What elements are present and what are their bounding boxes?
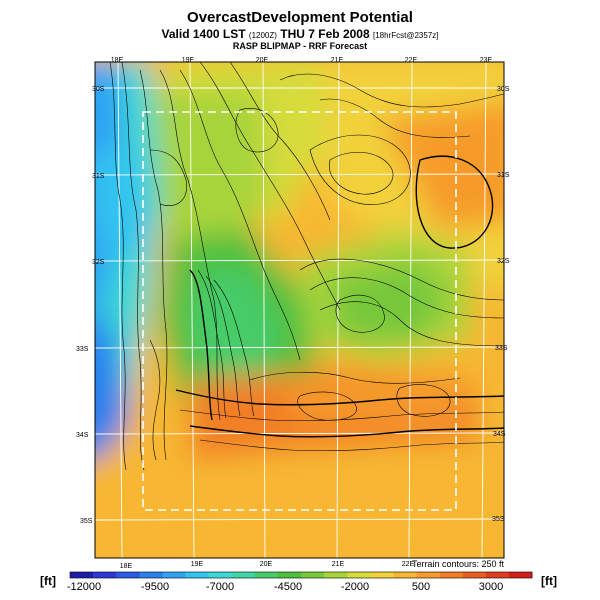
valid-time-line: Valid 1400 LST (1200Z) THU 7 Feb 2008 [1… <box>0 27 600 41</box>
left-lat-label: 34S <box>76 432 89 439</box>
colorbar-swatch <box>162 572 186 578</box>
bottom-lon-label: 22E <box>402 561 415 568</box>
colorbar-unit-right: [ft] <box>541 574 557 588</box>
colorbar-swatch <box>439 572 463 578</box>
left-lat-label: 30S <box>92 86 105 93</box>
colorbar <box>69 571 533 579</box>
colorbar-swatch <box>208 572 232 578</box>
colorbar-swatch <box>231 572 256 578</box>
valid-date: THU 7 Feb 2008 <box>280 27 370 41</box>
valid-prefix: Valid 1400 LST <box>161 27 246 41</box>
colorbar-unit-left: [ft] <box>40 574 56 588</box>
map-subtitle: RASP BLIPMAP - RRF Forecast <box>232 41 368 51</box>
top-lon-label: 19E <box>182 57 195 64</box>
map-title: OvercastDevelopment Potential <box>187 9 413 26</box>
valid-forecast: [18hrFcst@2357z] <box>372 31 439 40</box>
colorbar-swatch <box>485 572 510 578</box>
colorbar-swatch <box>139 572 163 578</box>
colorbar-swatch <box>254 572 279 578</box>
valid-code: (1200Z) <box>248 31 277 40</box>
colorbar-label: -7000 <box>206 581 234 593</box>
top-lon-label: 20E <box>256 57 269 64</box>
inner-domain-box <box>142 111 457 511</box>
left-lat-label: 32S <box>92 259 105 266</box>
right-lat-label: 32S <box>497 258 510 265</box>
colorbar-swatch <box>93 572 117 578</box>
right-lat-label: 30S <box>497 86 510 93</box>
colorbar-label: -12000 <box>67 581 101 593</box>
colorbar-swatch <box>70 572 94 578</box>
colorbar-swatch <box>347 572 371 578</box>
colorbar-swatch <box>277 572 302 578</box>
top-lon-label: 22E <box>405 57 418 64</box>
top-lon-labels: 18E 19E 20E 21E 22E 23E <box>111 57 493 64</box>
graticule <box>95 62 504 558</box>
top-lon-label: 23E <box>480 57 493 64</box>
left-lat-label: 31S <box>92 173 105 180</box>
top-lon-label: 18E <box>111 57 124 64</box>
colorbar-swatch <box>393 572 417 578</box>
colorbar-border <box>69 571 533 579</box>
bottom-lon-labels: 18E 19E 20E 21E 22E <box>120 561 415 570</box>
colorbar-swatch <box>508 572 533 578</box>
terrain-contours-note: Terrain contours: 250 ft <box>412 559 505 569</box>
right-lat-label: 33S <box>495 345 508 352</box>
right-lat-labels: 30S 31S 32S 33S 34S 35S <box>492 86 510 523</box>
colorbar-label: 3000 <box>479 581 503 593</box>
left-lat-labels: 30S 31S 32S 33S 34S 35S <box>76 86 105 525</box>
map-frame <box>94 61 505 559</box>
right-lat-label: 31S <box>497 172 510 179</box>
colorbar-swatch <box>185 572 209 578</box>
colorbar-label: -4500 <box>274 581 302 593</box>
bottom-lon-label: 21E <box>332 561 345 568</box>
colorbar-swatch <box>370 572 394 578</box>
left-lat-label: 35S <box>80 518 93 525</box>
left-lat-label: 33S <box>76 346 89 353</box>
shaded-field <box>95 62 504 558</box>
bottom-lon-label: 20E <box>260 561 273 568</box>
colorbar-swatch <box>416 572 440 578</box>
right-lat-label: 35S <box>492 516 505 523</box>
colorbar-label: -9500 <box>141 581 169 593</box>
colorbar-swatch <box>301 572 325 578</box>
colorbar-swatch <box>324 572 348 578</box>
bottom-lon-label: 19E <box>191 561 204 568</box>
colorbar-labels: -12000 -9500 -7000 -4500 -2000 500 3000 <box>67 581 503 593</box>
right-lat-label: 34S <box>493 431 506 438</box>
top-lon-label: 21E <box>331 57 344 64</box>
colorbar-swatch <box>462 572 487 578</box>
bottom-lon-label: 18E <box>120 563 133 570</box>
colorbar-swatch <box>116 572 140 578</box>
colorbar-label: 500 <box>412 581 430 593</box>
colorbar-label: -2000 <box>341 581 369 593</box>
